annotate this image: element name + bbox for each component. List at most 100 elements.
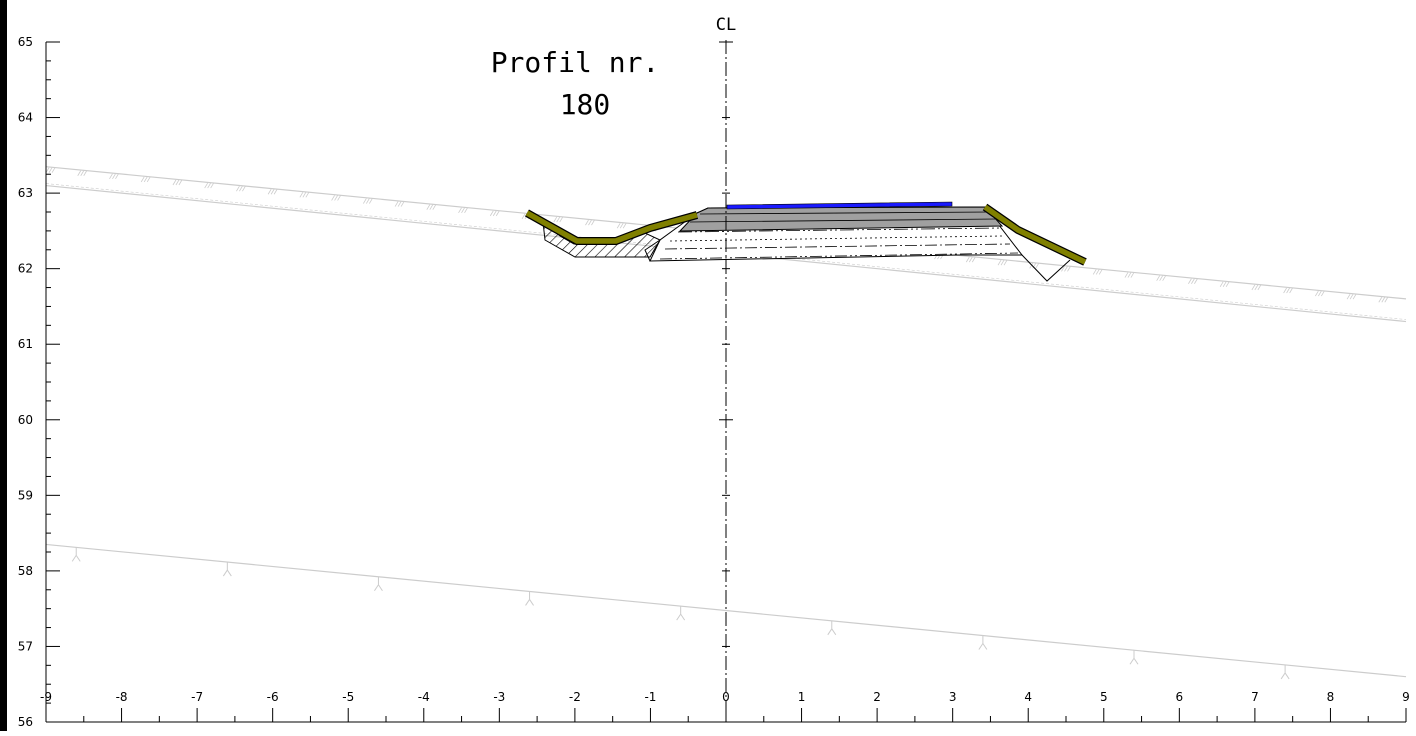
y-tick-label: 59 [18, 488, 33, 502]
grass-mark [331, 195, 335, 201]
grass-mark [1098, 269, 1103, 275]
y-tick-label: 58 [18, 564, 33, 578]
pavement-line-b [689, 218, 997, 223]
grass-mark [1067, 266, 1071, 272]
grass-mark [588, 219, 592, 226]
left-toe [644, 239, 661, 262]
grass-mark [1225, 281, 1230, 288]
grass-mark [305, 192, 310, 198]
grass-mark [270, 189, 275, 195]
grass-mark [204, 182, 209, 189]
centerline-ticks [719, 41, 733, 647]
grass-mark [997, 260, 1002, 266]
grass-mark [400, 201, 405, 207]
x-tick-label: 1 [798, 690, 806, 704]
grass-mark [1191, 278, 1195, 284]
x-tick-label: -2 [569, 690, 581, 704]
grass-mark [48, 167, 53, 173]
grass-mark [1035, 263, 1040, 269]
grass-mark [1029, 263, 1034, 269]
grass-mark [585, 219, 589, 226]
x-tick-label: -3 [493, 690, 505, 704]
bedrock-leg-left [1280, 672, 1286, 680]
grass-mark [556, 216, 561, 223]
bedrock-symbol [1129, 650, 1139, 665]
layer-line-2 [669, 235, 1003, 242]
grass-mark [429, 204, 434, 210]
y-tick-label: 62 [18, 262, 33, 276]
x-tick-label: -5 [342, 690, 354, 704]
grass-mark [1159, 275, 1164, 281]
grass-mark [495, 210, 500, 217]
grass-mark [394, 201, 399, 207]
grass-mark [273, 189, 278, 195]
wearing-course [726, 201, 953, 210]
grass-mark [1162, 275, 1167, 281]
topsoil-left-fill [525, 210, 698, 244]
grass-mark [1317, 290, 1322, 297]
pavement-layer [678, 206, 1004, 232]
bedrock-symbol [978, 635, 988, 650]
bedrock-leg-left [978, 643, 984, 650]
grass-mark [210, 182, 215, 189]
grass-mark [112, 173, 116, 180]
grass-mark [109, 173, 113, 180]
grass-mark [1219, 281, 1224, 288]
grass-mark [236, 185, 240, 192]
bedrock-leg-right [680, 613, 686, 621]
bedrock-leg-left [71, 555, 77, 562]
bedrock-symbol [71, 547, 81, 562]
grass-mark [1064, 266, 1068, 272]
grass-mark [492, 210, 497, 217]
grass-mark [1346, 293, 1351, 300]
bedrock-symbol [374, 576, 383, 592]
grass-mark [239, 185, 243, 192]
grass-mark [553, 216, 558, 223]
x-tick-label: -9 [40, 690, 52, 704]
grass-mark [175, 179, 180, 186]
bedrock-symbol [676, 606, 686, 621]
grass-mark [968, 256, 973, 263]
grass-mark [521, 213, 526, 220]
grass-mark [458, 207, 462, 213]
layer-line-3 [664, 243, 1011, 250]
bedrock-leg-left [222, 569, 228, 577]
y-tick-label: 64 [18, 111, 33, 125]
grass-mark [146, 176, 151, 183]
x-tick-label: -7 [191, 690, 203, 704]
grass-mark [464, 207, 468, 213]
grass-mark [559, 216, 564, 223]
bedrock-symbol [525, 591, 534, 606]
grass-mark [1095, 269, 1100, 275]
bedrock-leg-right [378, 584, 383, 592]
grass-mark [115, 173, 119, 180]
grass-mark [1381, 297, 1386, 303]
x-tick-label: 9 [1402, 690, 1410, 704]
grass-mark [965, 256, 970, 263]
bedrock-leg-right [226, 569, 232, 577]
grass-mark [1092, 269, 1097, 275]
bedrock-leg-left [1129, 657, 1135, 665]
grass-mark [971, 256, 976, 263]
terrain-layer [45, 166, 1407, 680]
topsoil-right-fill [983, 204, 1087, 265]
grass-mark [80, 170, 85, 176]
bedrock-leg-left [827, 628, 833, 636]
x-tick-label: -1 [644, 690, 656, 704]
y-tick-label: 60 [18, 413, 33, 427]
bedrock-leg-right [1133, 657, 1139, 665]
grass-mark [489, 210, 494, 217]
grass-mark [1251, 284, 1256, 291]
x-tick-label: 2 [873, 690, 881, 704]
grass-mark [362, 198, 367, 204]
y-axis: 65 64 63 62 61 60 59 58 57 56 [18, 35, 60, 729]
bedrock-symbol [222, 562, 232, 577]
grass-mark [368, 198, 373, 204]
bedrock-leg-right [75, 555, 81, 562]
grass-mark [178, 179, 183, 186]
grass-mark [1289, 287, 1293, 294]
x-tick-label: 3 [949, 690, 957, 704]
grass-mark [172, 179, 177, 186]
